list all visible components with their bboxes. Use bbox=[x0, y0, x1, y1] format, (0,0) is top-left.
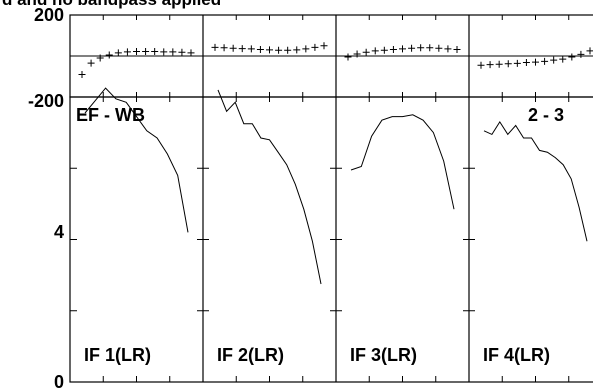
amp-line-if1 bbox=[84, 87, 189, 233]
phase-point-if3 bbox=[426, 44, 434, 52]
phase-point-if3 bbox=[362, 48, 370, 56]
phase-point-if3 bbox=[389, 45, 397, 53]
phase-point-if4 bbox=[586, 47, 593, 55]
phase-point-if4 bbox=[495, 60, 503, 68]
phase-point-if3 bbox=[444, 45, 452, 53]
phase-point-if4 bbox=[532, 58, 539, 66]
phase-point-if4 bbox=[550, 56, 558, 64]
phase-point-if1 bbox=[133, 47, 140, 55]
phase-ytick-bottom: -200 bbox=[27, 91, 64, 111]
amp-line-if3 bbox=[350, 114, 455, 210]
phase-point-if1 bbox=[178, 48, 186, 56]
phase-point-if2 bbox=[284, 46, 292, 54]
phase-point-if4 bbox=[513, 59, 521, 67]
phase-point-if4 bbox=[577, 50, 585, 58]
phase-point-if3 bbox=[344, 53, 352, 61]
phase-point-if2 bbox=[302, 45, 310, 53]
phase-point-if3 bbox=[435, 44, 443, 52]
phase-point-if3 bbox=[353, 50, 361, 58]
phase-point-if2 bbox=[211, 43, 219, 51]
phase-point-if2 bbox=[247, 45, 255, 53]
phase-point-if4 bbox=[486, 61, 494, 69]
phase-point-if2 bbox=[275, 46, 283, 54]
phase-point-if1 bbox=[187, 49, 195, 57]
phase-point-if3 bbox=[408, 44, 416, 52]
phase-point-if3 bbox=[417, 44, 425, 52]
panel-label-if1: IF 1(LR) bbox=[84, 345, 151, 365]
amp-line-if2 bbox=[217, 89, 322, 285]
panel-label-if4: IF 4(LR) bbox=[483, 345, 550, 365]
phase-point-if1 bbox=[96, 54, 104, 62]
baseline-number-label: 2 - 3 bbox=[528, 105, 565, 125]
phase-point-if3 bbox=[371, 47, 379, 55]
phase-point-if4 bbox=[477, 61, 485, 69]
phase-point-if1 bbox=[169, 48, 177, 56]
phase-point-if2 bbox=[220, 44, 228, 52]
phase-point-if1 bbox=[123, 48, 131, 56]
panel-label-if3: IF 3(LR) bbox=[350, 345, 417, 365]
phase-point-if4 bbox=[559, 55, 567, 63]
phase-point-if2 bbox=[238, 45, 246, 53]
phase-point-if1 bbox=[87, 59, 95, 67]
phase-point-if1 bbox=[114, 49, 122, 57]
amp-ytick-mid: 4 bbox=[53, 222, 64, 242]
phase-point-if1 bbox=[151, 47, 159, 55]
phase-point-if1 bbox=[142, 47, 150, 55]
phase-point-if2 bbox=[229, 44, 237, 52]
amp-ytick-zero: 0 bbox=[53, 372, 64, 392]
phase-point-if3 bbox=[380, 46, 388, 54]
phase-ytick-top: 200 bbox=[33, 5, 64, 25]
chart-title: d and no bandpass applied bbox=[2, 0, 221, 8]
phase-point-if4 bbox=[522, 59, 530, 67]
phase-point-if2 bbox=[311, 43, 319, 51]
phase-point-if4 bbox=[541, 57, 549, 65]
phase-point-if2 bbox=[256, 45, 264, 53]
phase-point-if1 bbox=[105, 51, 113, 59]
phase-point-if1 bbox=[160, 48, 168, 56]
phase-point-if2 bbox=[293, 46, 301, 54]
amp-line-if4 bbox=[483, 120, 588, 242]
phase-point-if4 bbox=[504, 60, 512, 68]
phase-point-if1 bbox=[78, 70, 86, 78]
phase-point-if2 bbox=[320, 42, 328, 50]
phase-point-if2 bbox=[266, 46, 273, 54]
phase-point-if3 bbox=[453, 45, 461, 53]
phase-point-if4 bbox=[568, 53, 576, 61]
panel-label-if2: IF 2(LR) bbox=[217, 345, 284, 365]
phase-point-if3 bbox=[399, 45, 406, 53]
baseline-label: EF - WB bbox=[76, 105, 145, 125]
